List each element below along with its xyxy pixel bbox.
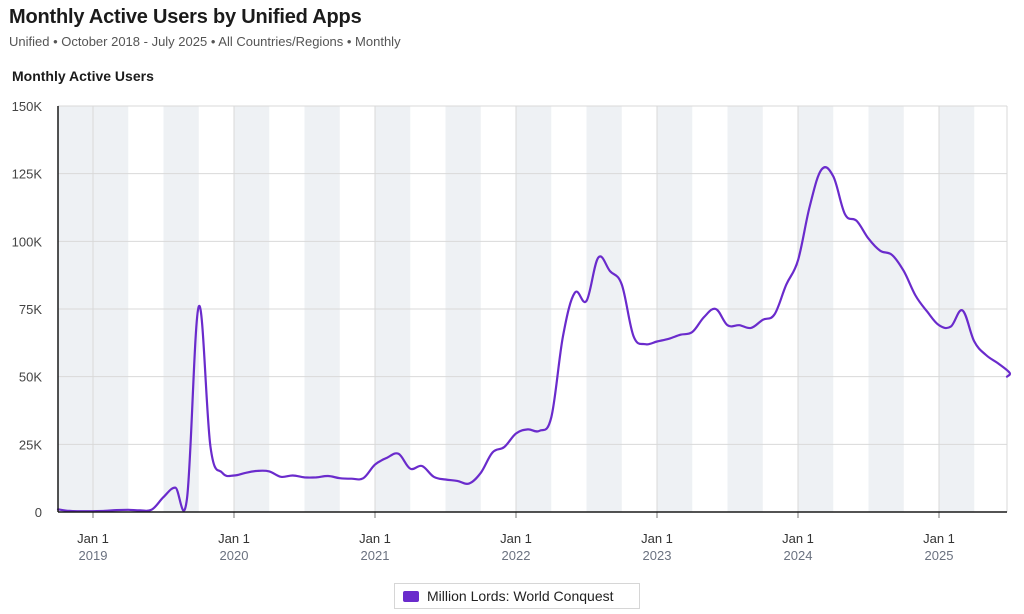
- x-tick-year-label: 2022: [502, 548, 531, 563]
- y-tick-label: 100K: [12, 234, 43, 249]
- x-tick-label: Jan 1: [218, 531, 250, 546]
- axes: [57, 106, 1007, 513]
- x-tick-year-label: 2021: [361, 548, 390, 563]
- x-tick-label: Jan 1: [500, 531, 532, 546]
- y-axis-ticks: 0 25K 50K 75K 100K 125K 150K: [12, 99, 43, 520]
- chart-title: Monthly Active Users: [12, 68, 154, 84]
- x-tick-year-label: 2023: [643, 548, 672, 563]
- x-tick-label: Jan 1: [77, 531, 109, 546]
- page-subtitle: Unified • October 2018 - July 2025 • All…: [9, 34, 401, 49]
- series-layer: [56, 166, 1012, 513]
- x-tick-year-label: 2019: [79, 548, 108, 563]
- x-tick-label: Jan 1: [641, 531, 673, 546]
- legend-label: Million Lords: World Conquest: [427, 588, 614, 604]
- legend-item[interactable]: Million Lords: World Conquest: [394, 583, 640, 609]
- series-line-million-lords: [56, 166, 1012, 513]
- x-tick-label: Jan 1: [782, 531, 814, 546]
- legend-swatch: [403, 590, 419, 602]
- y-tick-label: 25K: [19, 437, 42, 452]
- x-tick-label: Jan 1: [923, 531, 955, 546]
- page-title: Monthly Active Users by Unified Apps: [9, 6, 362, 28]
- x-tick-year-label: 2020: [220, 548, 249, 563]
- x-tick-year-label: 2025: [925, 548, 954, 563]
- x-tick-label: Jan 1: [359, 531, 391, 546]
- y-tick-label: 75K: [19, 302, 42, 317]
- y-tick-label: 150K: [12, 99, 43, 114]
- y-tick-label: 50K: [19, 370, 42, 385]
- y-tick-label: 125K: [12, 167, 43, 182]
- line-chart: 0 25K 50K 75K 100K 125K 150K Jan 1 2019 Jan 1 202…: [12, 99, 1012, 563]
- x-tick-year-label: 2024: [784, 548, 813, 563]
- x-axis-ticks: Jan 1 2019 Jan 1 2020 Jan 1 2021 Jan 1 2022 Jan …: [77, 512, 955, 563]
- y-tick-label: 0: [35, 505, 42, 520]
